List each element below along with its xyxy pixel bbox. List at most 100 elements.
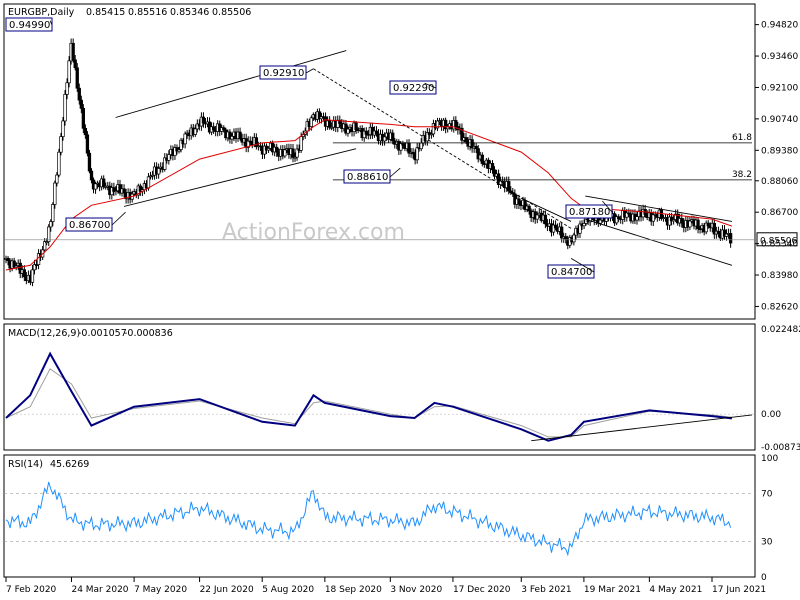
candle-body xyxy=(627,212,631,215)
current-price-box xyxy=(756,232,798,247)
time-tick-label: 17 Jun 2021 xyxy=(712,585,766,595)
candle-body xyxy=(61,120,65,137)
candle-body xyxy=(12,260,16,268)
candle xyxy=(177,146,181,154)
candle xyxy=(254,133,259,150)
price-callout[interactable]: 0.86700 xyxy=(65,211,126,232)
candle xyxy=(157,163,161,179)
candle-body xyxy=(391,132,395,142)
candle-body xyxy=(460,127,464,141)
macd-tick-label: 0.022482 xyxy=(761,325,800,335)
candle-body xyxy=(238,131,242,139)
candle xyxy=(222,125,226,133)
candle-body xyxy=(401,143,405,146)
candle-body xyxy=(635,216,639,221)
price-callout[interactable]: 0.92290 xyxy=(389,80,437,95)
candle xyxy=(431,119,436,138)
callout-label: 0.86700 xyxy=(69,220,110,231)
candle-body xyxy=(696,219,700,229)
candle xyxy=(344,120,348,136)
candle-body xyxy=(293,156,297,159)
candle xyxy=(651,211,655,227)
price-callout[interactable]: 0.94990 xyxy=(5,17,53,32)
candle xyxy=(246,136,250,153)
price-tick-label: 0.90740 xyxy=(761,115,798,125)
candle xyxy=(688,216,692,231)
trendline-falling-upper xyxy=(585,195,733,222)
candle-body xyxy=(651,214,655,222)
candle-body xyxy=(415,147,419,161)
candle-body xyxy=(407,142,411,154)
candle-body xyxy=(560,226,564,239)
price-callout[interactable]: 0.88610 xyxy=(343,167,401,184)
price-pane[interactable] xyxy=(3,3,756,320)
candle-body xyxy=(317,111,322,120)
candle-body xyxy=(63,93,67,122)
candle-body xyxy=(81,107,85,129)
candle-body xyxy=(157,168,161,175)
price-tick-label: 0.89380 xyxy=(761,146,798,156)
trendline-channel-upper xyxy=(115,50,347,118)
candle-body xyxy=(722,229,727,237)
callout-label: 0.87180 xyxy=(569,207,610,218)
candle-body xyxy=(173,147,177,156)
candle xyxy=(112,182,116,197)
candle-body xyxy=(179,139,183,150)
candle xyxy=(32,259,37,275)
candle-body xyxy=(34,264,39,266)
candle xyxy=(535,211,539,224)
candle-body xyxy=(582,223,586,227)
candle-body xyxy=(327,120,332,128)
candle xyxy=(722,225,727,240)
candle-body xyxy=(496,173,501,185)
candle-body xyxy=(14,265,18,268)
candle xyxy=(201,112,206,128)
candle xyxy=(696,217,700,234)
candle-body xyxy=(364,130,368,135)
candle-body xyxy=(283,149,287,157)
candle-body xyxy=(49,221,53,228)
candle xyxy=(712,219,716,239)
candle xyxy=(496,169,501,189)
price-callout[interactable]: 0.84700 xyxy=(547,258,595,279)
candle-body xyxy=(507,181,511,192)
time-tick-label: 3 Nov 2020 xyxy=(390,585,442,595)
candle xyxy=(415,142,419,164)
candle xyxy=(138,183,142,196)
candle-body xyxy=(67,60,71,84)
candle xyxy=(346,125,350,137)
price-tick-label: 0.92100 xyxy=(761,83,798,93)
candle xyxy=(364,127,368,139)
candle xyxy=(330,122,334,131)
candle xyxy=(81,104,85,134)
candle xyxy=(195,119,199,133)
candle-body xyxy=(431,123,436,135)
candle xyxy=(173,144,177,160)
candle-body xyxy=(77,87,81,101)
candle xyxy=(614,214,619,226)
candle xyxy=(59,132,63,156)
candle xyxy=(55,172,59,187)
macd-pane[interactable] xyxy=(3,323,756,451)
candle-body xyxy=(728,233,733,244)
candle-body xyxy=(374,130,379,135)
candle xyxy=(211,122,216,134)
rsi-tick-label: 0 xyxy=(761,573,767,583)
candle-body xyxy=(6,257,10,261)
price-tick-label: 0.86700 xyxy=(761,208,798,218)
price-tick-label: 0.83980 xyxy=(761,271,798,281)
candle-body xyxy=(354,122,358,130)
ohlc-open: 0.85415 xyxy=(86,7,125,18)
price-callout[interactable]: 0.87180 xyxy=(565,200,613,219)
candle xyxy=(30,265,35,287)
candle xyxy=(527,203,531,215)
time-tick-label: 24 Mar 2020 xyxy=(71,585,128,595)
candle-body xyxy=(309,117,313,127)
rsi-line xyxy=(5,481,732,557)
candle xyxy=(706,220,710,229)
ohlc-high: 0.85516 xyxy=(128,7,167,18)
rsi-tick-label: 100 xyxy=(761,454,778,464)
callout-leader xyxy=(389,167,401,178)
price-callout[interactable]: 0.92910 xyxy=(259,65,314,80)
candle-body xyxy=(344,123,348,134)
